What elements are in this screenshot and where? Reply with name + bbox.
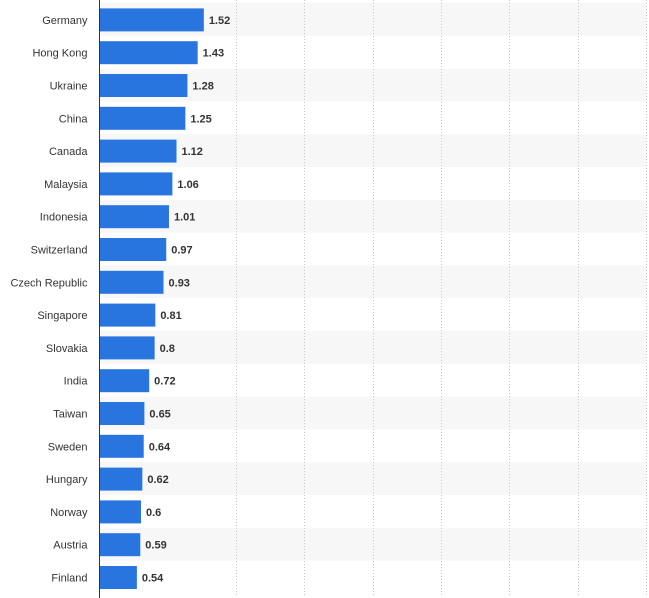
bar-malaysia <box>100 172 173 196</box>
category-label: Taiwan <box>53 409 87 421</box>
value-label: 0.59 <box>145 540 166 552</box>
row-band <box>99 68 646 102</box>
row-band <box>99 199 646 233</box>
value-label: 0.81 <box>160 310 181 322</box>
value-label: 0.93 <box>169 277 190 289</box>
category-label: Slovakia <box>46 343 88 355</box>
category-label: India <box>64 376 89 388</box>
bar-sweden <box>100 434 144 458</box>
category-label: Singapore <box>37 310 87 322</box>
value-label: 0.97 <box>171 245 192 257</box>
value-label: 1.28 <box>192 81 213 93</box>
row-band <box>99 527 646 561</box>
category-label: Hong Kong <box>32 48 87 60</box>
bar-hong-kong <box>100 41 198 65</box>
category-label: Canada <box>49 146 88 158</box>
row-band <box>99 462 646 495</box>
bar-ukraine <box>100 74 188 97</box>
bar-indonesia <box>100 205 169 229</box>
category-label: Germany <box>42 15 88 27</box>
bar-finland <box>100 566 137 589</box>
category-label: Malaysia <box>44 179 88 191</box>
value-label: 1.06 <box>177 179 198 191</box>
bar-norway <box>100 500 141 524</box>
bar-slovakia <box>100 336 155 360</box>
value-label: 0.8 <box>160 343 175 355</box>
bar-austria <box>100 533 141 557</box>
bar-switzerland <box>100 238 167 261</box>
category-label: China <box>59 113 89 125</box>
category-label: Hungary <box>46 474 88 486</box>
value-label: 0.6 <box>146 507 161 519</box>
value-label: 0.72 <box>154 376 175 388</box>
category-label: Austria <box>53 540 88 552</box>
category-label: Finland <box>51 573 87 585</box>
row-band <box>99 396 646 430</box>
value-label: 1.43 <box>203 48 224 60</box>
bar-canada <box>100 139 177 163</box>
category-label: Sweden <box>48 441 88 453</box>
category-label: Ukraine <box>50 81 88 93</box>
value-label: 0.54 <box>142 573 164 585</box>
bar-singapore <box>100 303 156 327</box>
bar-india <box>100 369 150 393</box>
bar-taiwan <box>100 402 145 425</box>
value-label: 1.52 <box>209 15 230 27</box>
category-label: Czech Republic <box>10 277 88 289</box>
value-label: 1.01 <box>174 212 195 224</box>
category-label: Norway <box>50 507 88 519</box>
row-band <box>99 265 646 299</box>
value-label: 0.64 <box>149 441 171 453</box>
row-band <box>99 134 646 167</box>
value-label: 0.65 <box>149 409 170 421</box>
bar-czech-republic <box>100 270 164 294</box>
category-label: Switzerland <box>31 245 88 257</box>
value-label: 0.62 <box>147 474 168 486</box>
value-label: 1.25 <box>190 113 211 125</box>
value-label: 1.12 <box>181 146 202 158</box>
bar-china <box>100 106 186 130</box>
row-band <box>99 331 646 364</box>
bar-hungary <box>100 467 143 491</box>
category-label: Indonesia <box>40 212 89 224</box>
bar-germany <box>100 8 204 32</box>
